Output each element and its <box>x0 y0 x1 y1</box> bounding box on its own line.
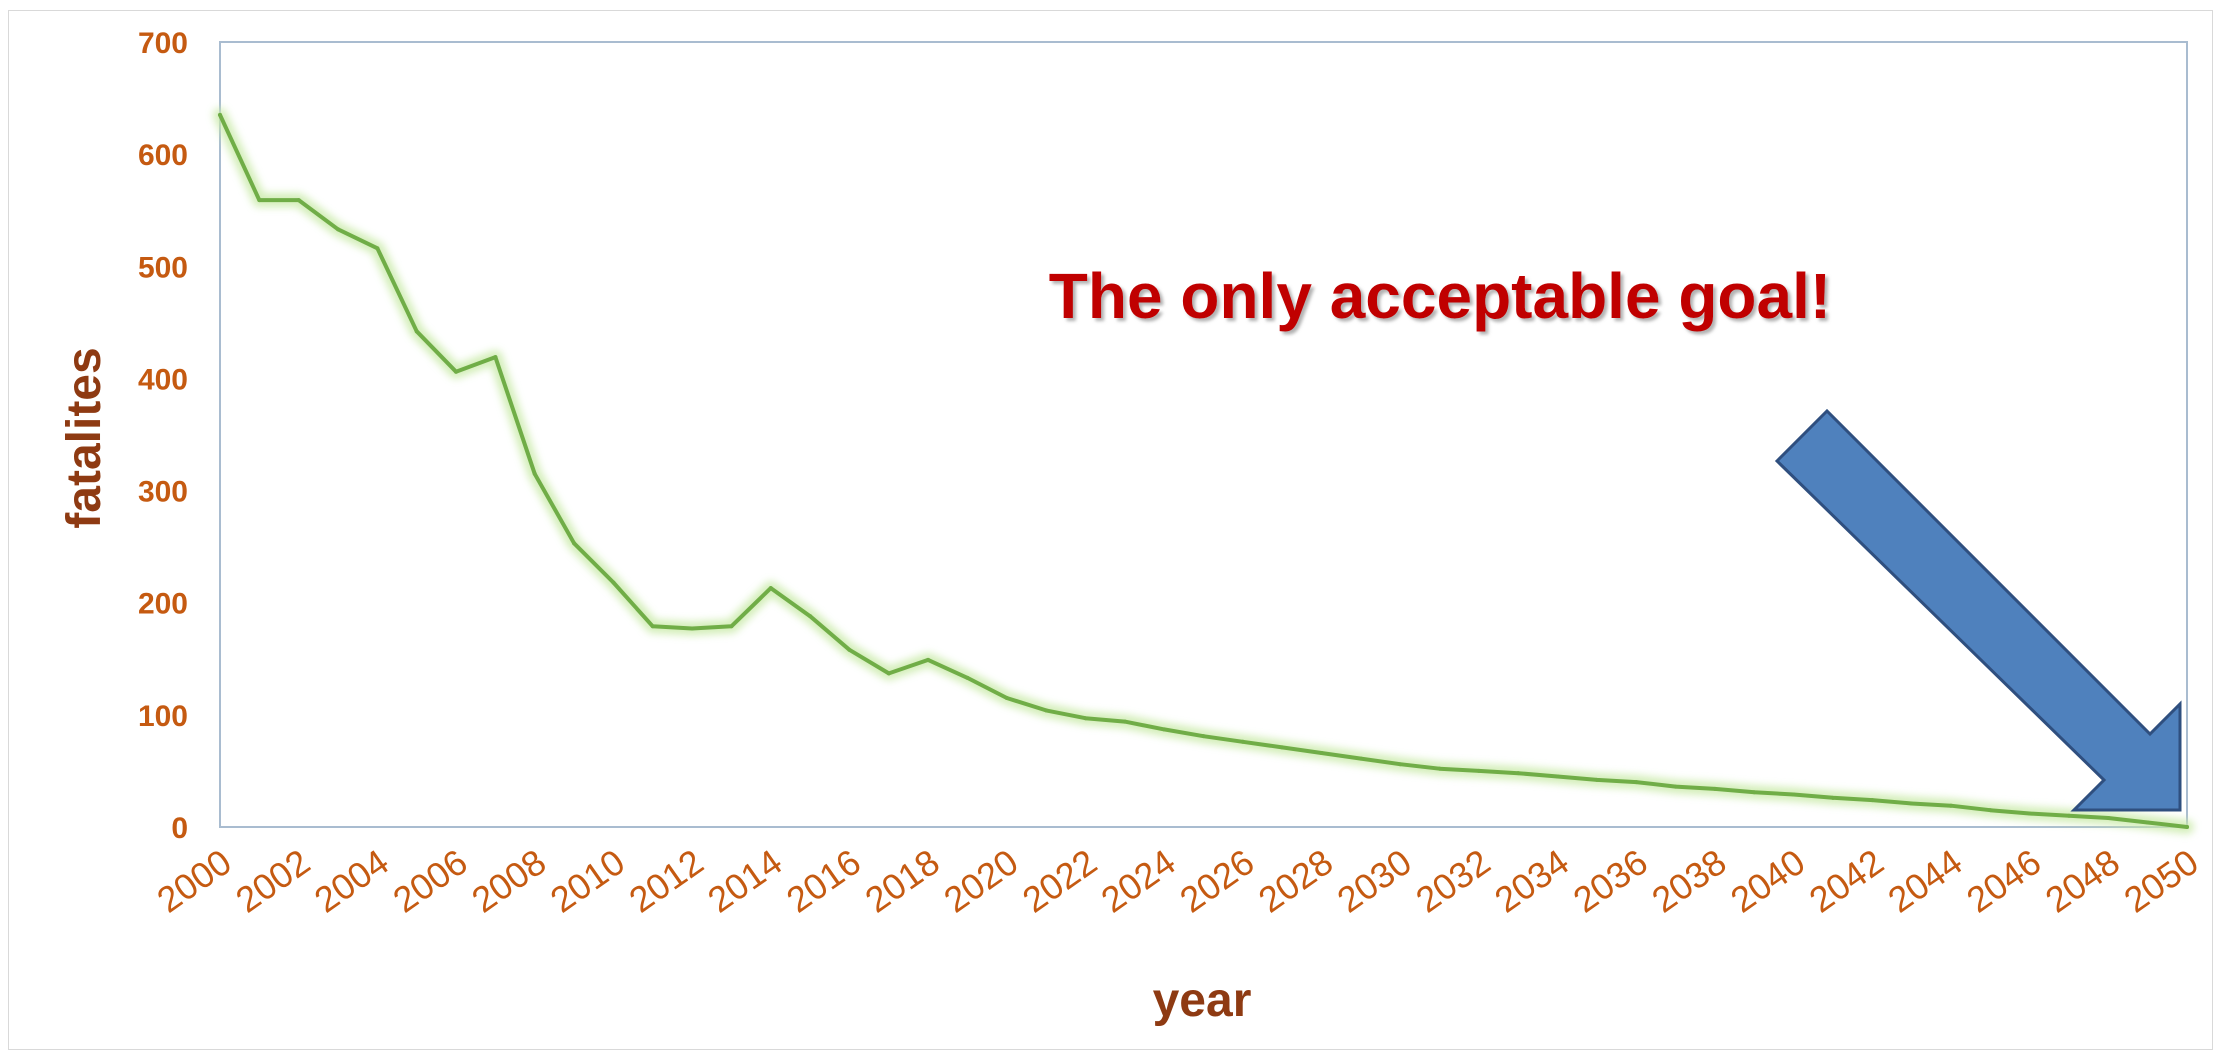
y-tick-label: 100 <box>138 700 188 733</box>
data-point <box>1555 774 1560 779</box>
x-tick-label: 2032 <box>1408 841 1497 921</box>
data-point <box>2106 816 2111 821</box>
x-tick-label: 2000 <box>149 841 238 921</box>
y-tick-label: 500 <box>138 251 188 284</box>
x-tick-label: 2018 <box>858 841 947 921</box>
data-point <box>690 626 695 631</box>
data-point <box>2185 825 2189 829</box>
data-point <box>847 647 852 652</box>
data-point <box>1162 727 1167 732</box>
data-point <box>572 541 577 546</box>
data-point <box>414 329 419 334</box>
x-tick-label: 2020 <box>936 841 1025 921</box>
x-tick-label: 2048 <box>2038 841 2127 921</box>
data-point <box>1319 750 1324 755</box>
data-point <box>768 586 773 591</box>
x-tick-label: 2016 <box>779 841 868 921</box>
y-tick-label: 400 <box>138 363 188 396</box>
data-point <box>1988 808 1993 813</box>
data-point <box>1673 784 1678 789</box>
data-point <box>1909 801 1914 806</box>
data-point <box>1476 768 1481 773</box>
down-right-arrow-icon <box>1774 408 2182 812</box>
x-tick-label: 2006 <box>386 841 475 921</box>
x-tick-label: 2044 <box>1880 841 1969 921</box>
data-point <box>1358 756 1363 761</box>
y-tick-label: 600 <box>138 139 188 172</box>
x-tick-label: 2046 <box>1959 841 2048 921</box>
y-tick-label: 300 <box>138 476 188 509</box>
x-tick-label: 2030 <box>1330 841 1419 921</box>
x-tick-label: 2040 <box>1723 841 1812 921</box>
y-axis-title: fatalites <box>58 347 111 528</box>
x-tick-label: 2028 <box>1251 841 1340 921</box>
data-point <box>1712 786 1717 791</box>
data-point <box>650 624 655 629</box>
data-point <box>2066 813 2071 818</box>
data-point <box>257 198 262 203</box>
plot-area <box>219 41 2188 828</box>
data-point <box>1870 798 1875 803</box>
data-point <box>611 580 616 585</box>
data-point <box>296 198 301 203</box>
x-tick-label: 2010 <box>543 841 632 921</box>
x-tick-label: 2002 <box>228 841 317 921</box>
data-point <box>2145 820 2150 825</box>
x-tick-label: 2026 <box>1172 841 1261 921</box>
data-point <box>1240 739 1245 744</box>
data-point <box>1201 734 1206 739</box>
x-tick-label: 2024 <box>1094 841 1183 921</box>
data-point <box>1516 771 1521 776</box>
x-tick-label: 2008 <box>464 841 553 921</box>
data-point <box>2027 811 2032 816</box>
series-points <box>218 112 2189 829</box>
data-point <box>1791 792 1796 797</box>
data-point <box>454 369 459 374</box>
data-point <box>1634 780 1639 785</box>
data-point <box>1280 745 1285 750</box>
data-point <box>1122 719 1127 724</box>
data-point <box>1752 790 1757 795</box>
x-tick-label: 2038 <box>1644 841 1733 921</box>
x-tick-label: 2042 <box>1802 841 1891 921</box>
x-axis-title: year <box>1153 974 1252 1027</box>
x-axis-ticks: 2000200220042006200820102012201420162018… <box>149 841 2205 921</box>
data-point <box>1398 762 1403 767</box>
data-point <box>729 624 734 629</box>
y-tick-label: 700 <box>138 27 188 60</box>
data-point <box>218 112 222 117</box>
data-point <box>965 675 970 680</box>
data-point <box>1044 708 1049 713</box>
data-point <box>375 246 380 251</box>
x-tick-label: 2004 <box>307 841 396 921</box>
y-tick-label: 0 <box>171 812 188 845</box>
data-point <box>1830 795 1835 800</box>
data-point <box>886 671 891 676</box>
data-point <box>808 614 813 619</box>
x-tick-label: 2012 <box>622 841 711 921</box>
data-point <box>1437 766 1442 771</box>
data-point <box>532 471 537 476</box>
x-tick-label: 2034 <box>1487 841 1576 921</box>
x-tick-label: 2014 <box>700 841 789 921</box>
chart-frame <box>8 10 2213 1050</box>
data-point <box>926 657 931 662</box>
x-tick-label: 2022 <box>1015 841 1104 921</box>
x-tick-label: 2050 <box>2116 841 2205 921</box>
x-tick-label: 2036 <box>1566 841 1655 921</box>
y-axis-ticks: 0 100 200 300 400 500 600 700 <box>138 27 188 845</box>
annotation-text: The only acceptable goal! <box>1049 260 1831 332</box>
data-point <box>336 227 341 232</box>
data-point <box>1948 803 1953 808</box>
data-point <box>1083 716 1088 721</box>
y-tick-label: 200 <box>138 588 188 621</box>
data-point <box>1004 696 1009 701</box>
data-point <box>1594 777 1599 782</box>
data-point <box>493 355 498 360</box>
